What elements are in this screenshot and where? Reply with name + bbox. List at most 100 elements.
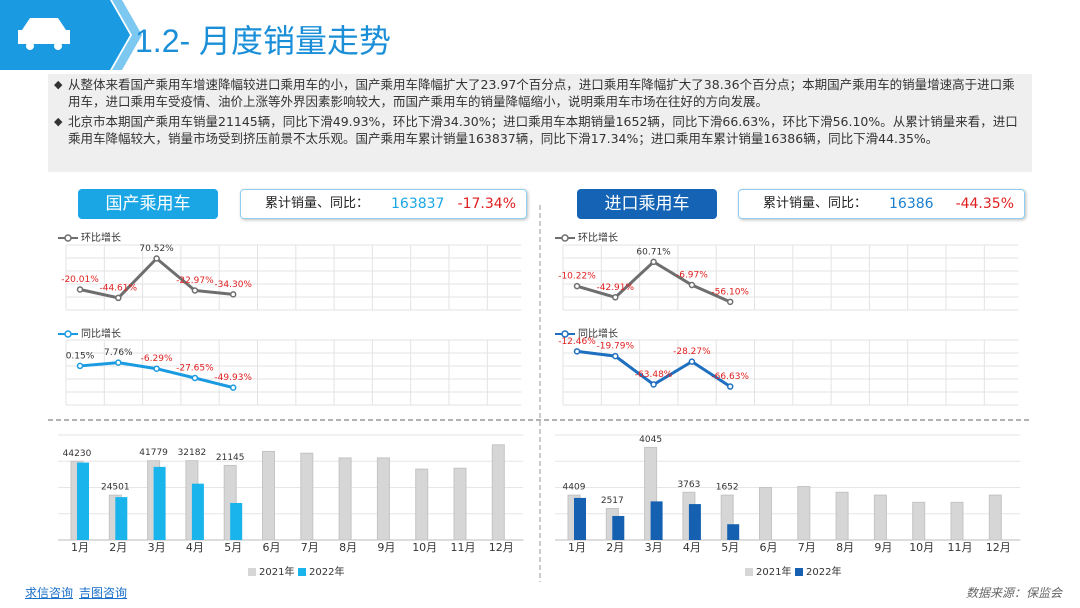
x-tick-label: 4月: [683, 541, 701, 554]
x-tick-label: 6月: [263, 541, 281, 554]
data-label: 21145: [216, 453, 245, 463]
data-label: -28.27%: [673, 347, 711, 357]
data-label: 0.15%: [66, 351, 95, 361]
legend-swatch: [298, 568, 306, 576]
link[interactable]: 吉图咨询: [79, 586, 128, 600]
point: [191, 374, 199, 382]
point: [612, 352, 619, 360]
bar: [191, 483, 204, 540]
bar: [873, 494, 887, 541]
bar: [262, 450, 275, 541]
summary-box: 累计销量、同比： 16386 -44.35%: [738, 189, 1025, 219]
legend-swatch: [745, 568, 753, 576]
point: [76, 362, 84, 370]
footer-links: 求信咨询 吉图咨询: [25, 584, 133, 601]
x-tick-label: 1月: [568, 541, 586, 554]
data-label: 41779: [139, 448, 168, 458]
point: [191, 287, 199, 294]
data-label: 3763: [677, 480, 700, 490]
point: [688, 358, 696, 365]
x-tick-label: 3月: [645, 541, 663, 554]
bar: [988, 494, 1002, 541]
data-label: -49.93%: [214, 373, 252, 383]
legend-label: 2022年: [806, 565, 841, 578]
bar: [153, 466, 166, 540]
point: [76, 286, 84, 293]
bar: [230, 502, 243, 540]
x-tick-label: 12月: [986, 541, 1011, 554]
legend-swatch: [795, 568, 803, 576]
x-tick-label: 5月: [721, 541, 739, 554]
legend-label: 2022年: [309, 565, 344, 578]
bar: [453, 467, 467, 541]
data-label: 32182: [178, 448, 207, 458]
note: 北京市本期国产乘用车销量21145辆，同比下滑49.93%，环比下滑34.30%…: [54, 113, 1026, 147]
data-label: -42.91%: [597, 283, 635, 293]
note: 从整体来看国产乘用车增速降幅较进口乘用车的小，国产乘用车降幅扩大了23.97个百…: [54, 76, 1026, 110]
data-label: -10.22%: [558, 272, 596, 282]
data-label: -6.97%: [676, 271, 708, 281]
data-label: 2517: [601, 496, 624, 506]
x-tick-label: 11月: [948, 541, 973, 554]
legend-marker: [64, 330, 72, 338]
data-label: 7.76%: [104, 348, 133, 358]
data-label: -19.79%: [597, 342, 635, 352]
bar: [574, 497, 586, 540]
point: [650, 258, 657, 266]
link[interactable]: 求信咨询: [25, 586, 74, 600]
bar: [759, 487, 772, 541]
point: [573, 348, 581, 355]
summary-total: 163837: [391, 196, 445, 212]
point: [688, 281, 696, 289]
point: [115, 294, 122, 302]
legend-marker: [561, 330, 569, 338]
x-tick-label: 8月: [339, 541, 357, 554]
data-label: -56.10%: [711, 287, 749, 297]
point: [229, 291, 237, 298]
data-label: -20.01%: [61, 275, 99, 285]
legend-swatch: [248, 568, 256, 576]
bar: [950, 501, 964, 541]
legend-label: 2021年: [756, 565, 791, 578]
legend-label: 2021年: [259, 565, 294, 578]
bar: [912, 501, 926, 541]
x-tick-label: 7月: [798, 541, 816, 554]
bar: [835, 491, 849, 541]
data-label: 60.71%: [636, 247, 671, 257]
bar: [338, 457, 352, 541]
data-label: 44230: [63, 449, 92, 459]
data-label: -12.46%: [558, 337, 596, 347]
point: [650, 381, 657, 388]
summary-yoy: -17.34%: [457, 196, 516, 212]
x-tick-label: 7月: [301, 541, 319, 554]
legend-label: 同比增长: [81, 327, 121, 340]
bar: [300, 452, 314, 541]
point: [115, 359, 122, 366]
point: [573, 282, 581, 290]
bar: [491, 444, 505, 541]
panel-title: 国产乘用车: [78, 189, 218, 219]
data-label: -6.29%: [141, 354, 173, 364]
x-tick-label: 11月: [451, 541, 476, 554]
bar: [797, 486, 811, 541]
point: [153, 255, 160, 262]
legend-marker: [561, 234, 569, 242]
x-tick-label: 3月: [148, 541, 166, 554]
point: [153, 365, 160, 372]
x-tick-label: 9月: [874, 541, 892, 554]
source: 数据来源：保监会: [965, 586, 1062, 600]
data-label: 24501: [101, 483, 130, 493]
x-tick-label: 2月: [109, 541, 127, 554]
summary-total: 16386: [889, 196, 934, 212]
bar: [415, 468, 429, 541]
notes: 从整体来看国产乘用车增速降幅较进口乘用车的小，国产乘用车降幅扩大了23.97个百…: [48, 74, 1032, 172]
point: [726, 383, 734, 390]
x-tick-label: 10月: [412, 541, 437, 554]
x-tick-label: 9月: [377, 541, 395, 554]
x-tick-label: 12月: [489, 541, 514, 554]
data-label: -22.97%: [176, 276, 214, 286]
legend-label: 同比增长: [578, 327, 618, 340]
bar: [650, 501, 663, 540]
